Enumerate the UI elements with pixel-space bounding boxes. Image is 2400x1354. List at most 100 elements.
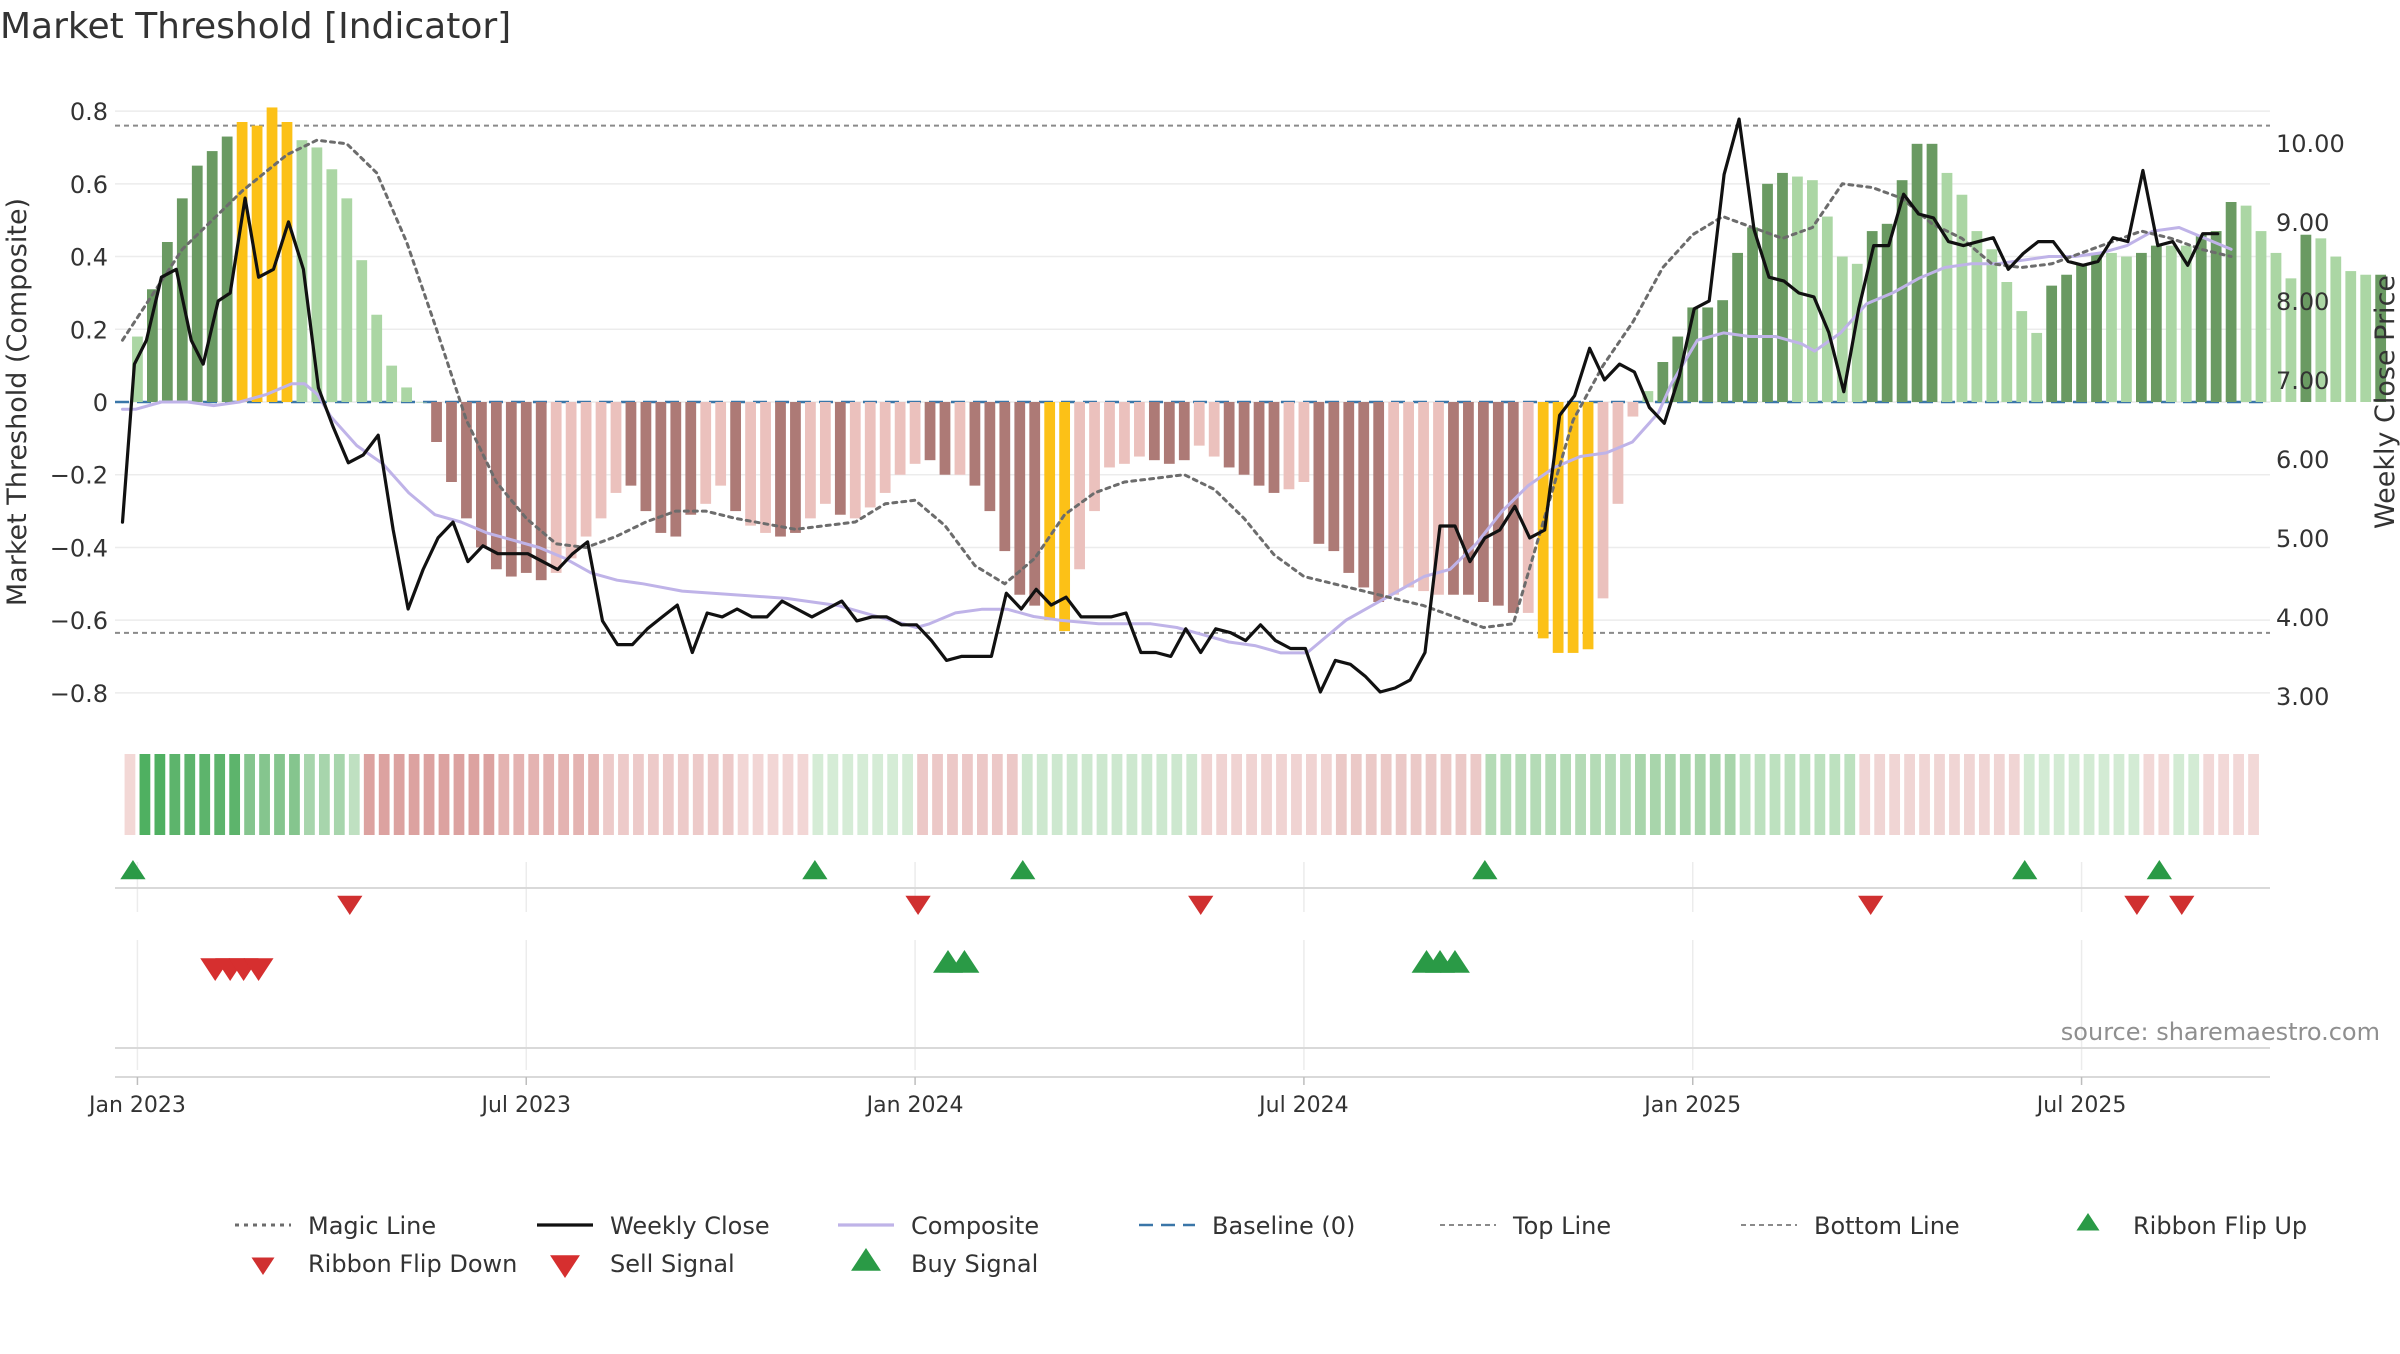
legend-item: Ribbon Flip Up [2076, 1212, 2307, 1240]
composite-bar [1208, 402, 1220, 457]
ribbon-cell [154, 754, 166, 835]
composite-bar [1163, 402, 1175, 464]
ribbon-cell [1500, 754, 1512, 835]
ribbon-cell [1814, 754, 1826, 835]
composite-bar [1567, 402, 1579, 653]
ribbon-cell [1545, 754, 1557, 835]
legend-label: Baseline (0) [1212, 1212, 1355, 1240]
composite-bar [1896, 180, 1908, 402]
composite-bar [1612, 402, 1624, 504]
ribbon-cell [1709, 754, 1721, 835]
ribbon-cell [318, 754, 330, 835]
ribbon-cell [1859, 754, 1871, 835]
ribbon-cell [1978, 754, 1990, 835]
composite-bar [2315, 238, 2327, 402]
composite-bar [1104, 402, 1115, 468]
composite-bar [2330, 256, 2342, 402]
ribbon-cell [2008, 754, 2020, 835]
composite-bar [879, 402, 891, 493]
composite-bar [2150, 245, 2162, 402]
trend-ribbon [124, 754, 2259, 835]
right-tick-label: 6.00 [2276, 446, 2329, 474]
ribbon-cell [169, 754, 181, 835]
composite-bar [1552, 402, 1564, 653]
right-axis: Weekly Close Price 10.00 9.00 8.00 7.00 6.00… [2276, 130, 2400, 711]
composite-bar [147, 289, 158, 402]
composite-bar [595, 402, 607, 519]
ribbon-cell [2203, 754, 2215, 835]
ribbon-cell [304, 754, 315, 835]
composite-bar [1463, 402, 1474, 595]
ribbon-cell [1799, 754, 1811, 835]
composite-bar [1821, 216, 1833, 402]
legend-item: Top Line [1440, 1212, 1611, 1240]
right-tick-label: 3.00 [2276, 683, 2329, 711]
composite-bar [2165, 245, 2177, 402]
ribbon-cell [797, 754, 809, 835]
ribbon-cell [2173, 754, 2185, 835]
ribbon-cell [692, 754, 704, 835]
ribbon-cell [2113, 754, 2125, 835]
right-tick-label: 4.00 [2276, 604, 2329, 632]
legend-swatch [251, 1257, 275, 1275]
ribbon-cell [408, 754, 420, 835]
composite-bar [1537, 402, 1549, 639]
ribbon-cell [1440, 754, 1452, 835]
composite-bar [819, 402, 831, 504]
composite-bar [311, 147, 323, 402]
ribbon-cell [1276, 754, 1287, 835]
composite-bar [1253, 402, 1265, 486]
x-tick-label: Jul 2023 [479, 1093, 571, 1118]
composite-bar [1074, 402, 1085, 570]
composite-bar [1597, 402, 1609, 599]
ribbon-cell [633, 754, 644, 835]
composite-bar [1448, 402, 1459, 595]
ribbon-cell [1829, 754, 1841, 835]
composite-bar [1851, 263, 1863, 402]
composite-bar [655, 402, 667, 533]
composite-bar [790, 402, 801, 533]
ribbon-cell [259, 754, 270, 835]
ribbon-cell [647, 754, 659, 835]
ribbon-cell [1350, 754, 1362, 835]
x-axis: Jan 2023 Jul 2023 Jan 2024 Jul 2024 Jan 2025… [87, 1076, 2270, 1118]
ribbon-cell [2158, 754, 2170, 835]
composite-bar [1193, 402, 1205, 446]
composite-bar [939, 402, 951, 475]
composite-bar [1268, 402, 1280, 493]
ribbon-cell [393, 754, 405, 835]
right-tick-label: 7.00 [2276, 367, 2329, 395]
composite-bar [954, 402, 966, 475]
ribbon-cell [677, 754, 689, 835]
ribbon-cell [1081, 754, 1093, 835]
ribbon-flip-up-marker [1010, 860, 1036, 880]
left-tick-label: 0.4 [70, 244, 108, 272]
buy-signal-marker [1440, 950, 1470, 973]
left-tick-label: −0.8 [50, 680, 108, 708]
x-tick-label: Jan 2023 [87, 1093, 186, 1118]
ribbon-cell [1365, 754, 1377, 835]
composite-bar [715, 402, 727, 486]
legend-label: Ribbon Flip Up [2133, 1212, 2307, 1240]
signal-track [115, 940, 2270, 1070]
ribbon-cell [1156, 754, 1168, 835]
composite-bar [1373, 402, 1385, 602]
composite-bar [535, 402, 547, 581]
composite-bar [206, 151, 218, 402]
composite-bar [580, 402, 592, 537]
left-tick-label: 0.6 [70, 171, 108, 199]
composite-bar [1747, 227, 1758, 402]
composite-bar [1986, 249, 1998, 402]
composite-bar [1582, 402, 1594, 650]
composite-bar [909, 402, 921, 464]
composite-bar [1687, 307, 1699, 402]
composite-bar [281, 122, 293, 402]
ribbon-cell [1635, 754, 1646, 835]
left-tick-label: −0.2 [50, 462, 108, 490]
ribbon-cell [1769, 754, 1781, 835]
ribbon-flip-down-marker [905, 895, 931, 915]
ribbon-cell [1141, 754, 1153, 835]
composite-bar [685, 402, 697, 515]
ribbon-cell [2248, 754, 2259, 835]
